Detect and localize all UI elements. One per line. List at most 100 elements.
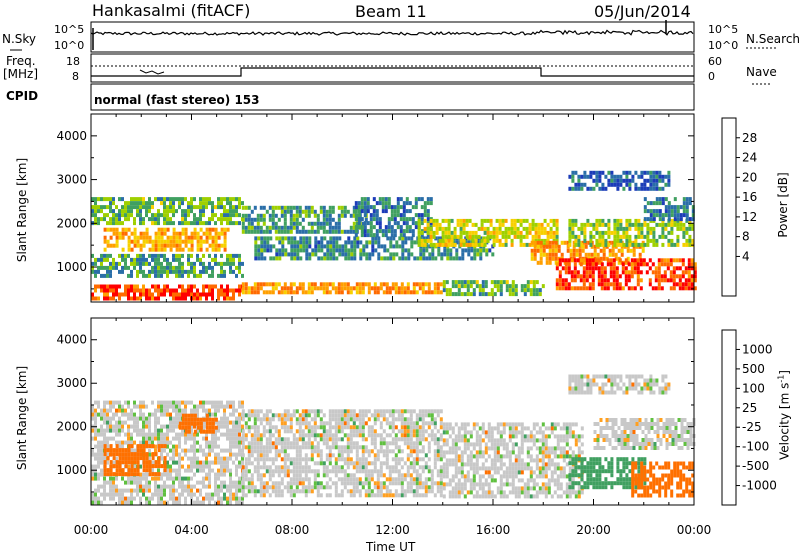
power-cell <box>238 205 241 210</box>
power-cell <box>232 261 235 266</box>
power-cell <box>447 226 451 231</box>
power-cell <box>661 242 665 247</box>
velocity-cell <box>169 440 172 445</box>
power-cell <box>211 235 215 240</box>
velocity-cell <box>172 484 175 489</box>
velocity-cell <box>109 424 112 429</box>
power-cell <box>423 201 427 206</box>
velocity-cell <box>172 476 175 481</box>
power-cell <box>395 240 399 245</box>
power-cell <box>172 197 175 202</box>
velocity-cell <box>205 408 208 413</box>
power-cell <box>359 252 363 257</box>
freq-trace <box>91 67 694 77</box>
power-cell <box>622 170 626 175</box>
power-cell <box>311 248 315 253</box>
velocity-cell <box>286 457 290 462</box>
power-cell <box>462 222 466 227</box>
velocity-cell <box>415 473 419 478</box>
power-cell <box>127 284 130 289</box>
power-cell <box>190 201 193 206</box>
velocity-cell <box>160 408 163 413</box>
power-cell <box>568 186 572 191</box>
velocity-cell <box>406 409 410 414</box>
velocity-cell <box>196 464 199 469</box>
power-cell <box>363 221 367 226</box>
power-cell <box>292 290 296 295</box>
velocity-cell <box>304 465 308 470</box>
power-cell <box>133 288 136 293</box>
power-cell <box>304 205 308 210</box>
velocity-cell <box>367 425 371 430</box>
velocity-cell <box>211 496 214 501</box>
power-cell <box>199 201 202 206</box>
power-cell <box>133 261 136 266</box>
velocity-cell <box>208 500 211 505</box>
power-cell <box>211 296 214 301</box>
velocity-cell <box>127 412 130 417</box>
velocity-cell <box>247 477 251 482</box>
power-cell <box>640 182 644 187</box>
power-cell <box>220 292 223 297</box>
power-cell <box>353 252 357 257</box>
velocity-cell <box>364 449 368 454</box>
power-cell <box>603 278 607 283</box>
power-cell <box>666 278 670 283</box>
velocity-cell <box>358 417 362 422</box>
power-cell <box>199 221 202 226</box>
velocity-cell <box>202 460 205 465</box>
power-cell <box>473 248 477 253</box>
power-cell <box>646 222 650 227</box>
power-cell <box>106 269 109 274</box>
power-cell <box>504 242 508 247</box>
power-cell <box>332 236 336 241</box>
power-cell <box>160 243 164 248</box>
power-cell <box>625 230 629 235</box>
velocity-cell <box>409 425 413 430</box>
power-cell <box>190 269 193 274</box>
power-cell <box>582 274 586 279</box>
velocity-cell <box>145 480 148 485</box>
power-cell <box>538 288 542 293</box>
power-cell <box>669 286 673 291</box>
power-cell <box>373 290 377 295</box>
power-cell <box>555 262 559 267</box>
power-cell <box>597 270 601 275</box>
velocity-cell <box>349 433 353 438</box>
velocity-cell <box>382 441 386 446</box>
power-cell <box>124 265 127 270</box>
velocity-cell <box>193 456 196 461</box>
velocity-cell <box>370 461 374 466</box>
power-cell <box>208 253 211 258</box>
power-cell <box>337 225 341 230</box>
power-cell <box>648 258 652 263</box>
velocity-cell <box>259 421 263 426</box>
power-cell <box>133 231 137 236</box>
power-cell <box>514 284 518 289</box>
power-cell <box>103 239 107 244</box>
power-cell <box>669 278 673 283</box>
power-cell <box>190 243 194 248</box>
power-cell <box>669 274 673 279</box>
velocity-cell <box>97 500 100 505</box>
power-cell <box>154 253 157 258</box>
velocity-cell <box>400 417 404 422</box>
velocity-cell <box>238 412 241 417</box>
velocity-cell <box>331 413 335 418</box>
power-cell <box>199 261 202 266</box>
power-cell <box>538 292 542 297</box>
power-cell <box>103 213 106 218</box>
velocity-cell <box>253 417 257 422</box>
power-cell <box>337 282 341 287</box>
velocity-cell <box>298 489 302 494</box>
power-cell <box>220 288 223 293</box>
power-cell <box>268 282 272 287</box>
power-cell <box>643 209 647 214</box>
velocity-cell <box>232 408 235 413</box>
power-cell <box>148 261 151 266</box>
power-cell <box>546 222 550 227</box>
power-cell <box>687 262 691 267</box>
power-cell <box>154 273 157 278</box>
velocity-cell <box>193 452 196 457</box>
velocity-cell <box>412 469 416 474</box>
